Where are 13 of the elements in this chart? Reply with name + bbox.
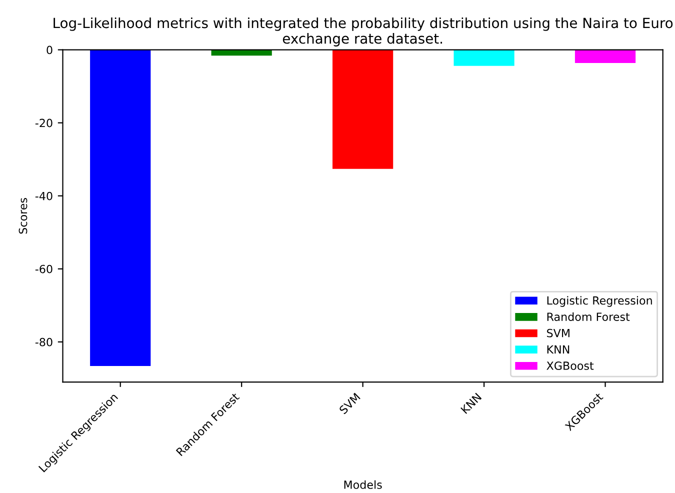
legend-label: KNN [547, 345, 570, 354]
y-axis-title: Scores [18, 198, 28, 234]
chart-title: Log-Likelihood metrics with integrated the probability distribution using the Naira to Euro exchange rate dataset. [54, 17, 673, 46]
y-tick-label: -40 [35, 192, 52, 200]
y-tick-label: -80 [35, 338, 52, 346]
y-tick-label: -20 [35, 118, 52, 128]
legend-label: SVM [547, 328, 570, 338]
legend-label: Logistic Regression [547, 296, 652, 307]
y-tick-label: 0 [46, 46, 52, 54]
legend-label: XGBoost [546, 362, 594, 370]
x-axis-title: Models [344, 480, 382, 489]
legend-label: Random Forest [547, 312, 630, 321]
y-tick-label: -60 [35, 264, 52, 274]
